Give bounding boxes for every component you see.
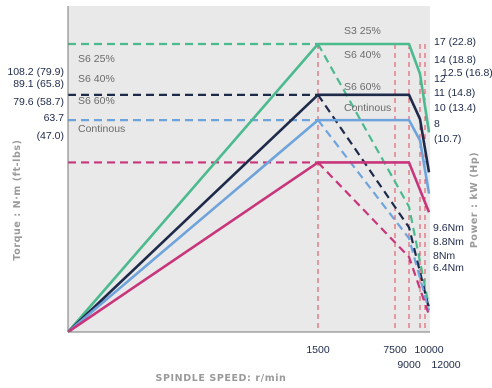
power-curve <box>67 93 431 333</box>
power-curve <box>67 161 431 334</box>
torque-curves <box>68 42 431 316</box>
power-label-continous: Continous <box>344 102 391 114</box>
right-tick-label: 8 <box>434 118 440 130</box>
torque-curve <box>317 94 431 309</box>
power-label-s6-60: S6 60% <box>344 81 381 93</box>
torque-curve <box>317 161 431 316</box>
y-axis-title-right: Power : kW (Hp) <box>469 152 480 248</box>
power-label-s3-25: S3 25% <box>344 25 381 37</box>
power-curve <box>67 42 431 333</box>
right-tick-label: 11 (14.8) <box>434 87 475 99</box>
right-tick-label: 12 <box>434 73 446 85</box>
power-label-s6-40: S6 40% <box>344 49 381 61</box>
y-axis-title-left: Torque : N·m (ft-lbs) <box>12 139 23 260</box>
end-torque-label: 9.6Nm <box>433 222 464 234</box>
x-tick-label: 10000 <box>414 344 443 356</box>
series-label-continous: Continous <box>78 123 125 135</box>
left-tick-label: 63.7 <box>44 112 65 124</box>
left-tick-label: 79.6 (58.7) <box>13 96 64 108</box>
left-tick-label: 108.2 (79.9) <box>7 66 64 78</box>
right-tick-label: 17 (22.8) <box>434 36 476 48</box>
x-axis-title: SPINDLE SPEED: r/min <box>156 373 287 384</box>
torque-curve <box>317 43 431 307</box>
series-label-s6-25: S6 25% <box>78 53 115 65</box>
end-torque-label: 8Nm <box>433 250 455 262</box>
series-label-s6-60: S6 60% <box>78 95 115 107</box>
torque-curve <box>317 119 431 311</box>
plot-background <box>68 6 430 332</box>
right-tick-label: 14 (18.8) <box>434 54 476 66</box>
right-tick-label: (10.7) <box>434 133 461 145</box>
x-tick-label: 12000 <box>431 359 460 371</box>
left-tick-label: 89.1 (65.8) <box>13 78 64 90</box>
x-tick-label: 7500 <box>383 344 407 356</box>
power-curve <box>67 118 431 333</box>
x-tick-label: 9000 <box>397 359 421 371</box>
power-curves <box>67 42 431 334</box>
series-label-s6-40: S6 40% <box>78 73 115 85</box>
x-tick-label: 1500 <box>306 344 330 356</box>
right-tick-label: 12.5 (16.8) <box>442 67 492 79</box>
end-torque-label: 6.4Nm <box>433 262 464 274</box>
right-tick-label: 10 (13.4) <box>434 102 476 114</box>
left-tick-label: (47.0) <box>37 130 64 142</box>
end-torque-label: 8.8Nm <box>433 236 464 248</box>
